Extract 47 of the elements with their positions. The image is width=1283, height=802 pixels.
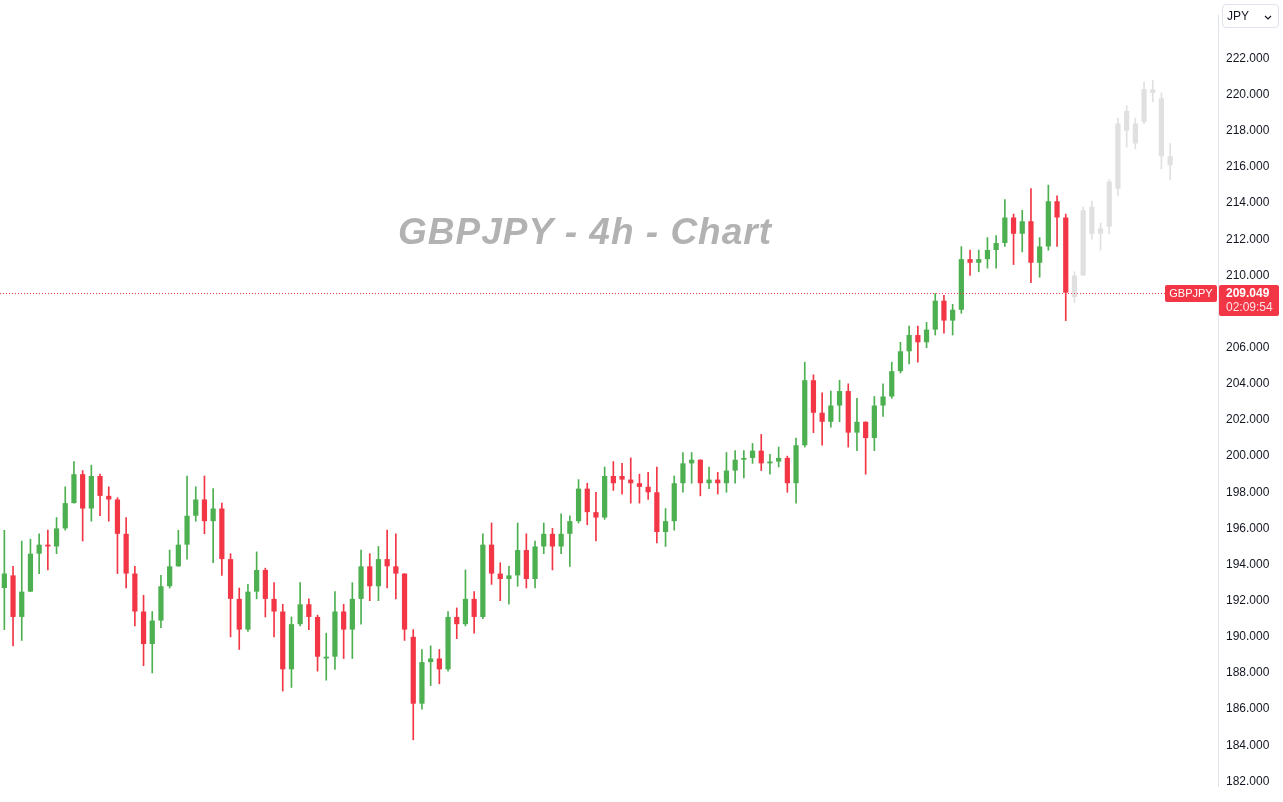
candlestick <box>567 515 573 567</box>
candlestick <box>976 249 982 273</box>
annotation: GBPJPY <box>1169 286 1214 299</box>
candlestick <box>19 540 25 641</box>
y-tick-label: 192.000 <box>1226 592 1270 607</box>
y-tick-label: 196.000 <box>1226 520 1270 535</box>
candlestick <box>506 566 512 605</box>
candlestick <box>271 582 277 638</box>
candlestick <box>384 529 390 589</box>
ref-line-label: 209.049 <box>1226 285 1270 300</box>
candlestick <box>1150 79 1156 103</box>
y-tick-label: 204.000 <box>1226 376 1270 391</box>
y-tick-label: 210.000 <box>1226 267 1270 282</box>
y-tick-label: 214.000 <box>1226 195 1270 210</box>
y-tick-label: 212.000 <box>1226 231 1270 246</box>
candlestick <box>741 450 747 479</box>
y-tick-label: 198.000 <box>1226 484 1270 499</box>
dropdown: JPY <box>1222 4 1279 28</box>
candlestick <box>210 488 216 564</box>
y-tick-label: 190.000 <box>1226 629 1270 644</box>
candlestick <box>915 325 921 363</box>
candlestick <box>967 249 973 276</box>
text: 02:09:54 <box>1226 299 1274 314</box>
y-tick-label: 182.000 <box>1226 773 1270 788</box>
candlestick <box>323 632 329 681</box>
y-tick-label: 202.000 <box>1226 412 1270 427</box>
y-tick-label: 206.000 <box>1226 340 1270 355</box>
text: GBPJPY - 4h - Chart <box>398 211 773 253</box>
candlestick <box>993 235 999 269</box>
candlestick <box>454 607 460 639</box>
y-tick-label: 200.000 <box>1226 448 1270 463</box>
y-tick-label: 220.000 <box>1226 87 1270 102</box>
candlestick <box>619 463 625 495</box>
y-tick-label: 184.000 <box>1226 737 1270 752</box>
y-tick-label: 194.000 <box>1226 556 1270 571</box>
y-tick-label: 218.000 <box>1226 123 1270 138</box>
candlestick <box>1167 143 1173 180</box>
y-tick-label: 222.000 <box>1226 50 1270 65</box>
y-tick-label: 188.000 <box>1226 665 1270 680</box>
y-tick-label: 216.000 <box>1226 159 1270 174</box>
candlestick <box>819 392 825 446</box>
candlestick <box>36 533 42 574</box>
candlestick <box>393 533 399 600</box>
candlestick <box>593 491 599 542</box>
candlestick <box>706 466 712 489</box>
y-tick-label: 186.000 <box>1226 701 1270 716</box>
candlestick <box>854 397 860 452</box>
